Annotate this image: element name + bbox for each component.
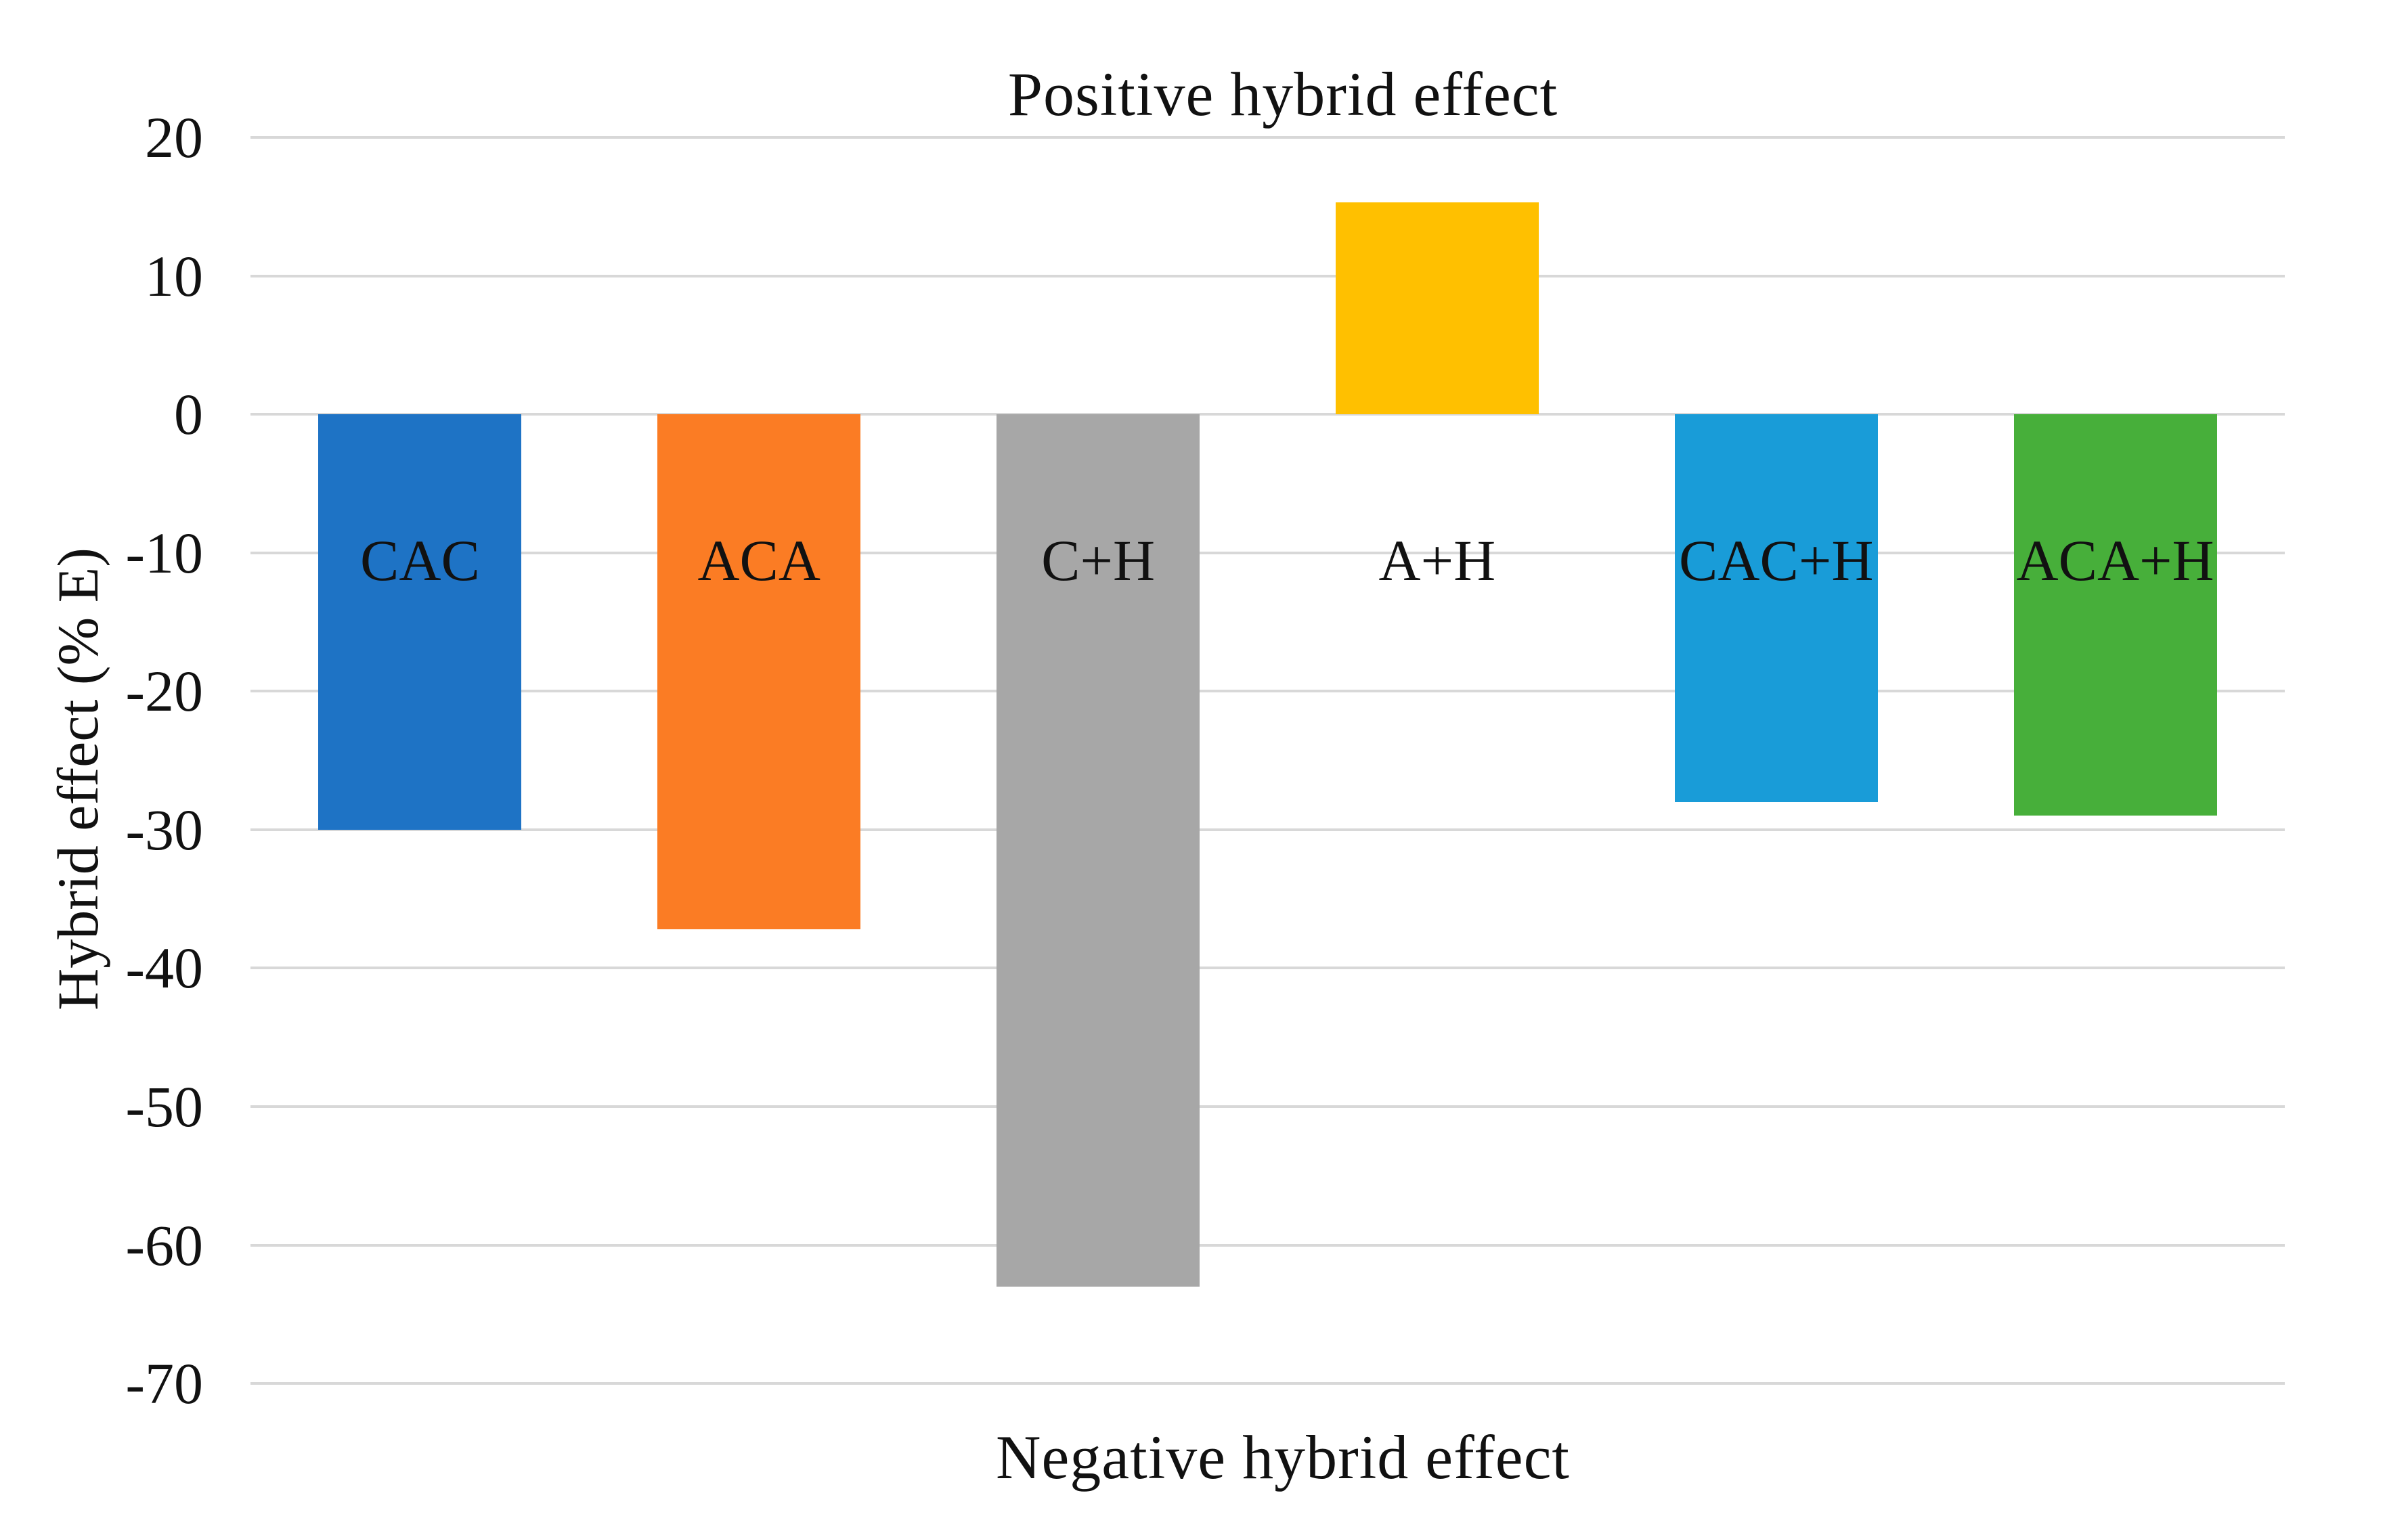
y-tick-label--50: -50 xyxy=(125,1073,203,1139)
gridline--20 xyxy=(250,690,2285,693)
gridline--40 xyxy=(250,967,2285,970)
y-tick-label--70: -70 xyxy=(125,1351,203,1417)
y-tick-label-10: 10 xyxy=(145,243,203,309)
bar-label-ACA: ACA xyxy=(697,528,821,593)
y-tick-label--20: -20 xyxy=(125,659,203,724)
y-tick-label--10: -10 xyxy=(125,520,203,585)
bar-label-CAC+H: CAC+H xyxy=(1679,528,1874,593)
y-tick-label--60: -60 xyxy=(125,1212,203,1278)
gridline-20 xyxy=(250,136,2285,139)
gridline-0 xyxy=(250,413,2285,416)
bar-A+H xyxy=(1335,202,1539,415)
bar-label-A+H: A+H xyxy=(1378,528,1496,593)
chart-bottom-annotation: Negative hybrid effect xyxy=(996,1423,1570,1492)
bar-ACA xyxy=(657,414,861,930)
gridline-10 xyxy=(250,274,2285,277)
gridline--60 xyxy=(250,1243,2285,1247)
bar-label-ACA+H: ACA+H xyxy=(2016,528,2214,593)
bar-C+H xyxy=(997,414,1200,1287)
bar-label-C+H: C+H xyxy=(1041,528,1156,593)
gridline--30 xyxy=(250,828,2285,831)
y-tick-label-0: 0 xyxy=(174,382,203,447)
y-tick-label-20: 20 xyxy=(145,105,203,170)
gridline--10 xyxy=(250,551,2285,554)
y-tick-label--40: -40 xyxy=(125,935,203,1001)
bar-CAC+H xyxy=(1674,414,1878,802)
y-tick-label--30: -30 xyxy=(125,797,203,862)
gridline--50 xyxy=(250,1105,2285,1108)
bar-label-CAC: CAC xyxy=(359,528,480,593)
bar-ACA+H xyxy=(2013,414,2217,816)
gridline--70 xyxy=(250,1382,2285,1385)
chart-top-annotation: Positive hybrid effect xyxy=(1007,60,1558,129)
bar-CAC xyxy=(318,414,522,830)
